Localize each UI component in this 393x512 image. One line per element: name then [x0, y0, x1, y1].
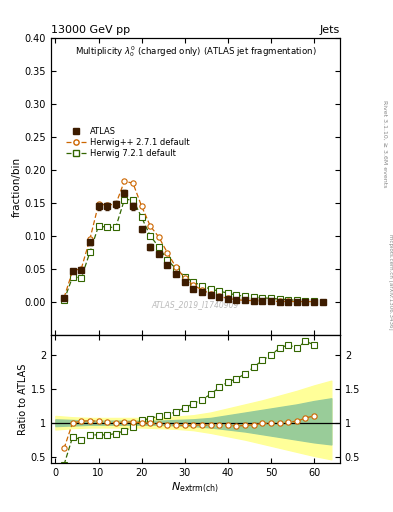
Text: mcplots.cern.ch [arXiv:1306.3436]: mcplots.cern.ch [arXiv:1306.3436]: [388, 234, 393, 329]
Y-axis label: Ratio to ATLAS: Ratio to ATLAS: [18, 364, 28, 435]
Legend: ATLAS, Herwig++ 2.7.1 default, Herwig 7.2.1 default: ATLAS, Herwig++ 2.7.1 default, Herwig 7.…: [64, 125, 191, 160]
Text: Rivet 3.1.10, ≥ 3.6M events: Rivet 3.1.10, ≥ 3.6M events: [383, 100, 387, 187]
Text: ATLAS_2019_I1740909: ATLAS_2019_I1740909: [152, 301, 239, 309]
Text: Jets: Jets: [320, 25, 340, 35]
X-axis label: $N_{\rm extrm(ch)}$: $N_{\rm extrm(ch)}$: [171, 481, 220, 496]
Text: Multiplicity $\lambda_0^0$ (charged only) (ATLAS jet fragmentation): Multiplicity $\lambda_0^0$ (charged only…: [75, 45, 316, 59]
Y-axis label: fraction/bin: fraction/bin: [12, 157, 22, 217]
Text: 13000 GeV pp: 13000 GeV pp: [51, 25, 130, 35]
